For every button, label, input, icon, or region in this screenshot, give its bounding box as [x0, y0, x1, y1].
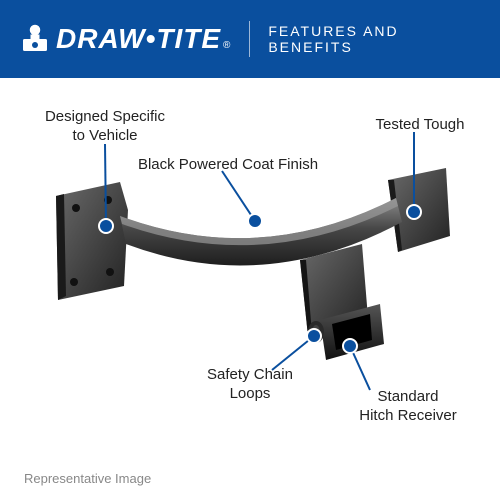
callout-designed: Designed Specificto Vehicle: [30, 108, 180, 146]
callout-black_coat: Black Powered Coat Finish: [118, 156, 338, 175]
callout-tested: Tested Tough: [360, 116, 480, 135]
registered-mark: ®: [223, 40, 231, 51]
header-bar: DRAW•TITE ® FEATURES AND BENEFITS: [0, 0, 500, 78]
brand-wordmark: DRAW•TITE ®: [56, 23, 231, 55]
hitch-ball-icon: [20, 24, 50, 54]
header-tagline: FEATURES AND BENEFITS: [268, 23, 480, 55]
left-mount-plate: [56, 182, 128, 300]
callout-safety: Safety ChainLoops: [195, 366, 305, 404]
brand-name: DRAW•TITE: [56, 23, 221, 55]
header-divider: [249, 21, 250, 57]
product-stage: Designed Specificto Vehicle Black Powered…: [0, 78, 500, 500]
callout-receiver: StandardHitch Receiver: [343, 388, 473, 426]
footer-caption: Representative Image: [24, 471, 151, 486]
brand-logo: DRAW•TITE ®: [20, 23, 231, 55]
hitch-illustration: [50, 168, 450, 368]
